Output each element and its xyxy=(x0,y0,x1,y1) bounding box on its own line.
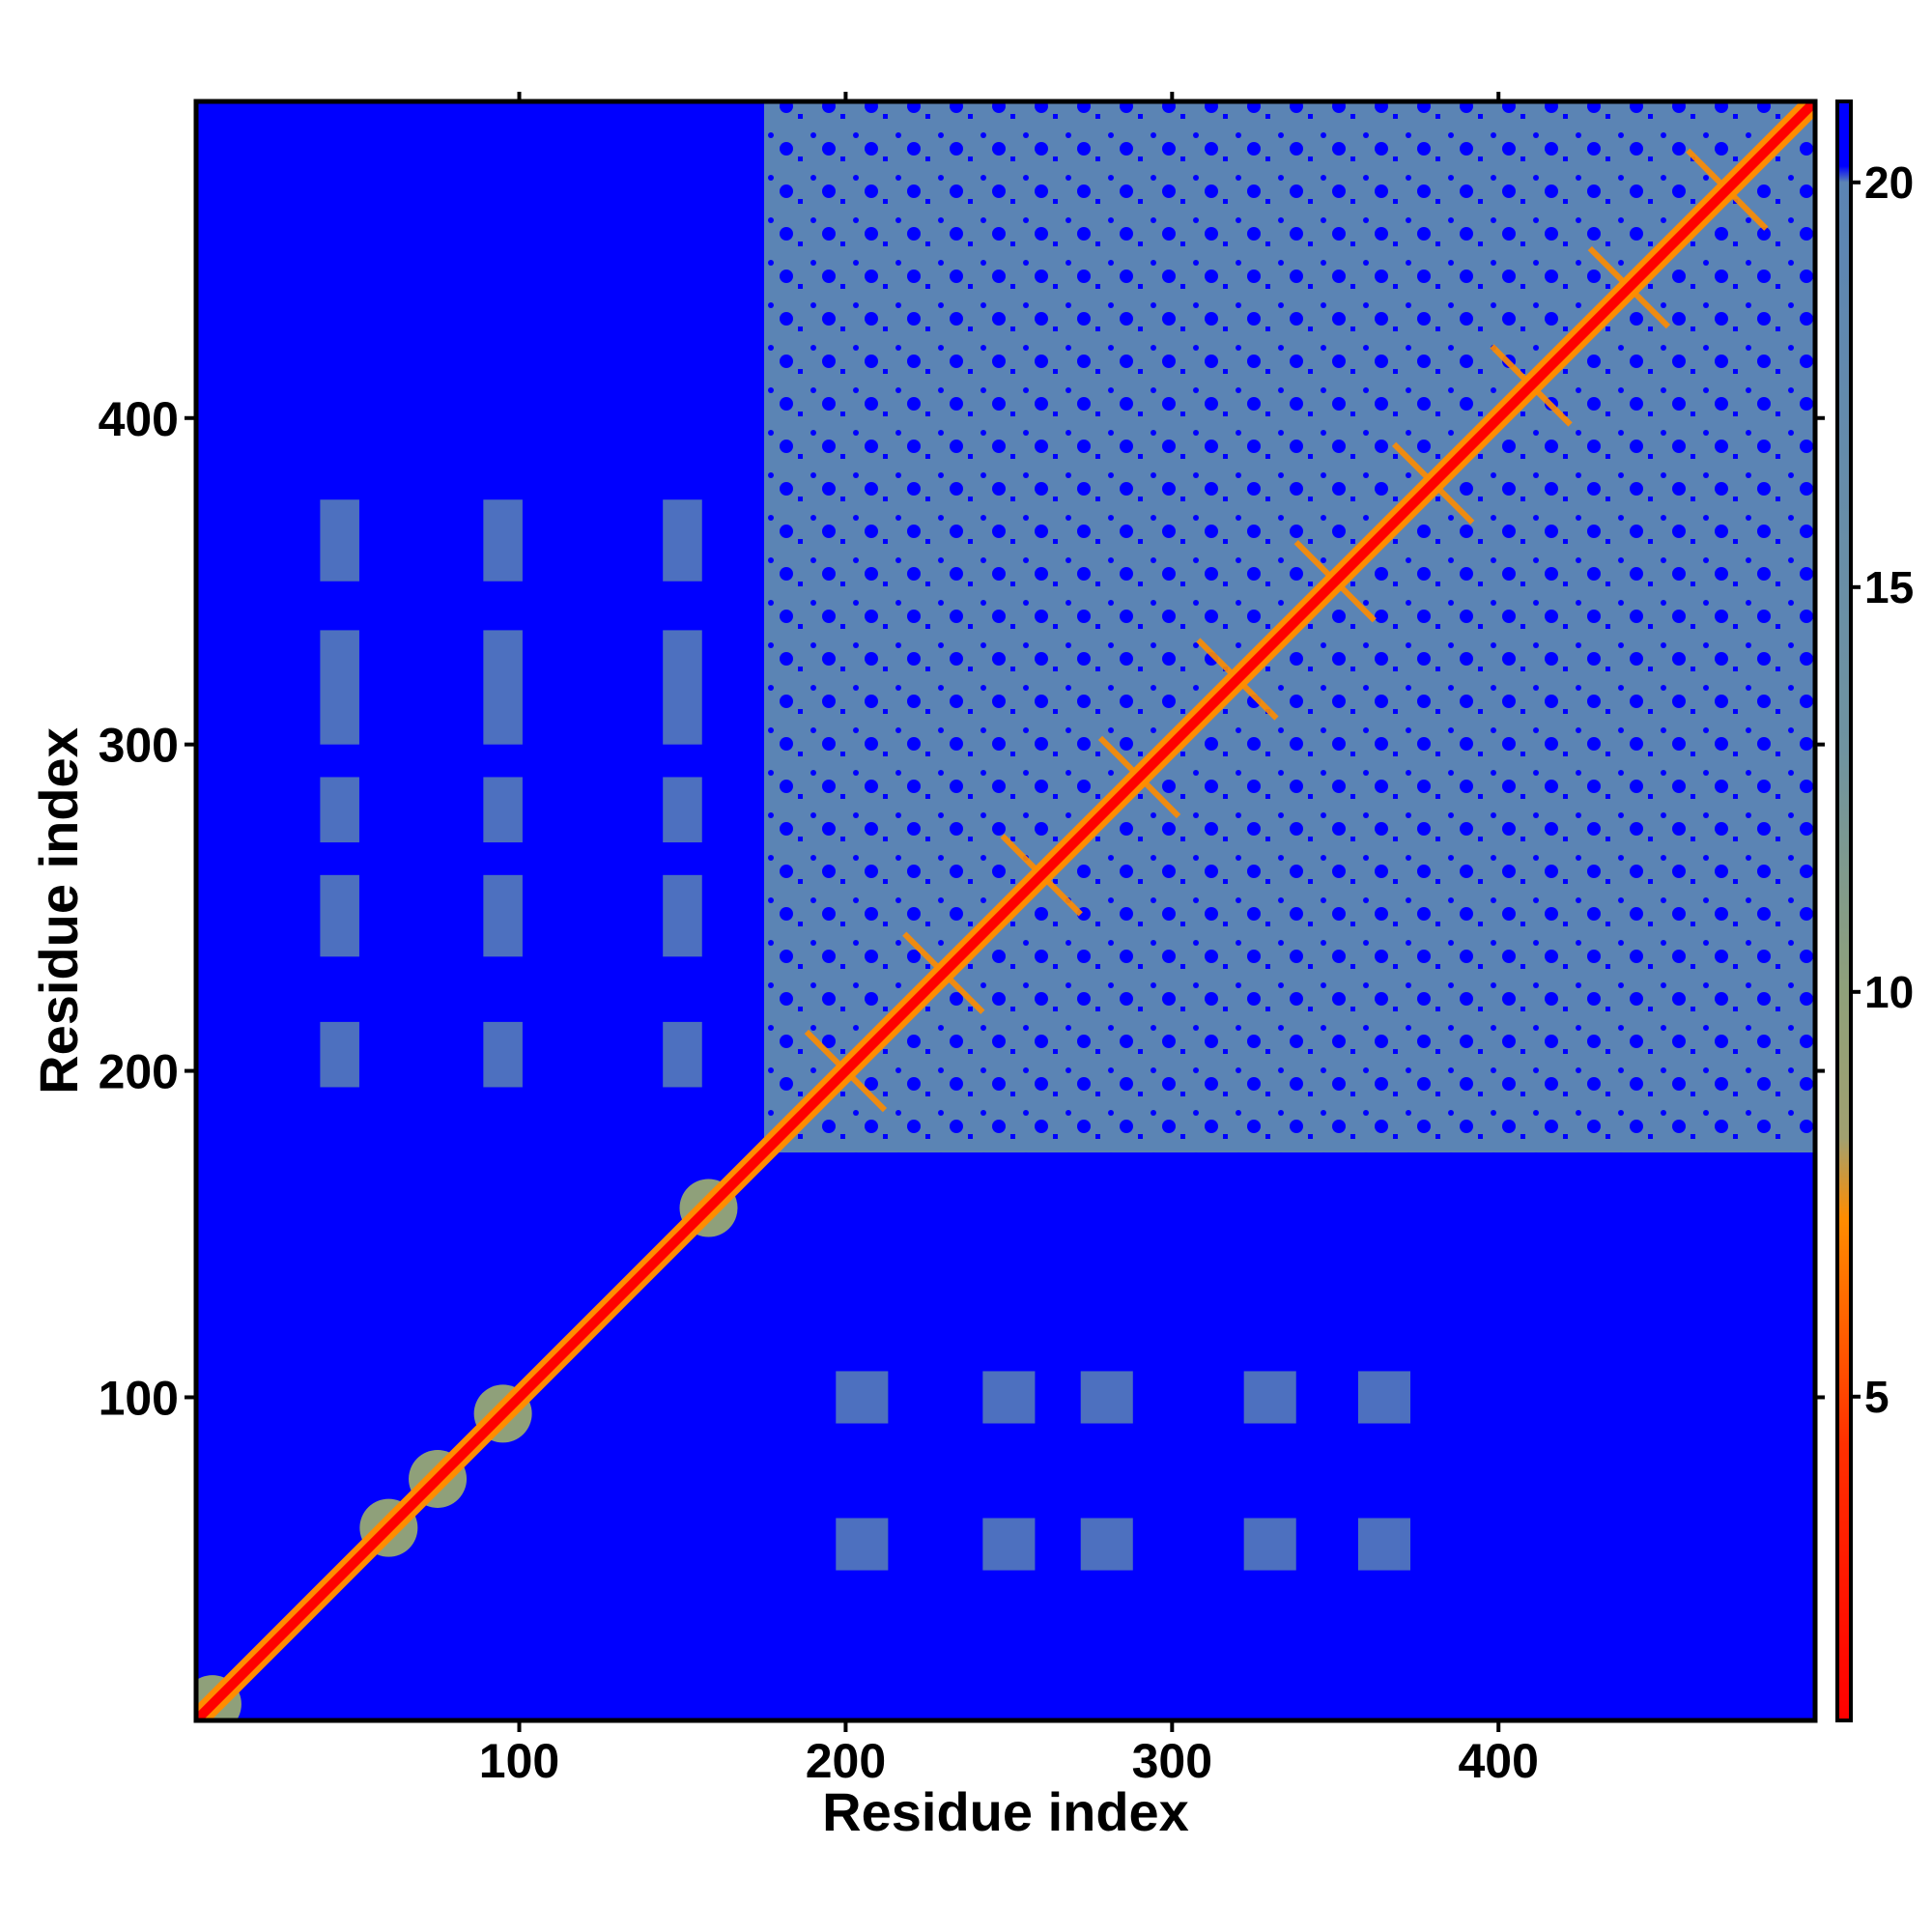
y-axis-label: Residue index xyxy=(28,727,89,1094)
colorbar xyxy=(1835,99,1853,1722)
sparse-contact-patch xyxy=(483,874,523,957)
x-axis-ticks: 100 200 300 400 xyxy=(479,92,1539,1788)
sparse-contact-patch xyxy=(483,1021,523,1088)
sparse-contact-patch xyxy=(1243,1518,1296,1571)
y-tick-label: 300 xyxy=(99,719,179,773)
x-tick-label: 100 xyxy=(479,1734,559,1788)
x-axis-label: Residue index xyxy=(822,1781,1189,1842)
sparse-contact-patch xyxy=(663,777,702,843)
sparse-contact-patch xyxy=(836,1518,889,1571)
y-tick-label: 200 xyxy=(99,1045,179,1099)
sparse-contact-patch xyxy=(1357,1371,1410,1424)
plot-frame xyxy=(193,99,1818,1723)
sparse-contact-patch xyxy=(663,499,702,582)
sparse-contact-patch xyxy=(320,874,359,957)
sparse-contact-patch xyxy=(1080,1518,1133,1571)
colorbar-tick-label: 5 xyxy=(1864,1372,1889,1422)
x-tick-label: 300 xyxy=(1132,1734,1212,1788)
sparse-contact-patch xyxy=(982,1371,1036,1424)
sparse-contact-patch xyxy=(1357,1518,1410,1571)
sparse-contact-patch xyxy=(1243,1371,1296,1424)
heatmap-layer xyxy=(196,101,1815,1720)
sparse-contact-patch xyxy=(663,874,702,957)
sparse-contact-patch xyxy=(483,499,523,582)
sparse-contact-patch xyxy=(483,777,523,843)
colorbar-tick-label: 20 xyxy=(1864,157,1914,208)
diagonal-line xyxy=(196,101,1815,1720)
colorbar-ticks: 5 10 15 20 xyxy=(1851,157,1914,1422)
sparse-contact-patch xyxy=(320,630,359,745)
sparse-contact-patch xyxy=(836,1371,889,1424)
colorbar-tick-label: 15 xyxy=(1864,562,1914,612)
y-axis-ticks: 100 200 300 400 xyxy=(99,392,1825,1425)
y-tick-label: 100 xyxy=(99,1371,179,1425)
sparse-contact-patch xyxy=(1080,1371,1133,1424)
x-tick-label: 400 xyxy=(1459,1734,1539,1788)
sparse-contact-patch xyxy=(663,630,702,745)
colorbar-tick-label: 10 xyxy=(1864,967,1914,1017)
x-tick-label: 200 xyxy=(806,1734,886,1788)
sparse-contact-patch xyxy=(663,1021,702,1088)
sparse-contact-patch xyxy=(320,1021,359,1088)
sparse-contact-patch xyxy=(982,1518,1036,1571)
sparse-contact-patch xyxy=(320,499,359,582)
sparse-contact-patch xyxy=(320,777,359,843)
y-tick-label: 400 xyxy=(99,392,179,446)
sparse-contact-patch xyxy=(483,630,523,745)
